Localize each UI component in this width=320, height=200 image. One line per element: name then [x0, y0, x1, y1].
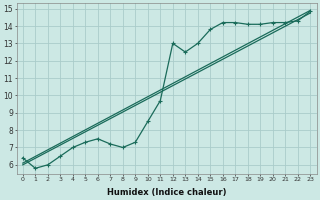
X-axis label: Humidex (Indice chaleur): Humidex (Indice chaleur): [107, 188, 226, 197]
